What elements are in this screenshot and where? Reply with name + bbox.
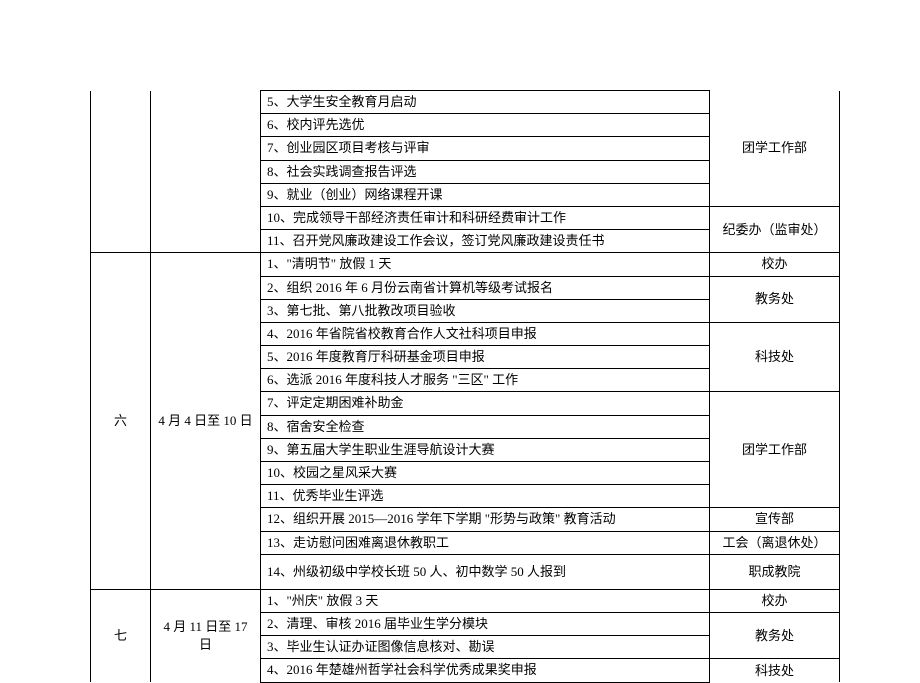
task-cell: 11、召开党风廉政建设工作会议，签订党风廉政建设责任书 [261,230,710,253]
table-row: 七4 月 11 日至 17 日1、"州庆" 放假 3 天校办 [91,589,840,612]
task-cell: 8、宿舍安全检查 [261,415,710,438]
task-cell: 4、2016 年楚雄州哲学社会科学优秀成果奖申报 [261,659,710,682]
table-row: 六4 月 4 日至 10 日1、"清明节" 放假 1 天校办 [91,253,840,276]
task-cell: 4、2016 年省院省校教育合作人文社科项目申报 [261,322,710,345]
date-cell: 4 月 11 日至 17 日 [151,589,261,682]
task-cell: 1、"清明节" 放假 1 天 [261,253,710,276]
dept-cell: 工会（离退休处） [710,531,840,554]
week-cell [91,91,151,253]
date-cell [151,91,261,253]
task-cell: 1、"州庆" 放假 3 天 [261,589,710,612]
dept-cell: 科技处 [710,659,840,682]
task-cell: 5、2016 年度教育厅科研基金项目申报 [261,346,710,369]
week-cell: 六 [91,253,151,589]
task-cell: 10、校园之星风采大赛 [261,462,710,485]
table-row: 5、大学生安全教育月启动团学工作部 [91,91,840,114]
task-cell: 14、州级初级中学校长班 50 人、初中数学 50 人报到 [261,554,710,589]
task-cell: 11、优秀毕业生评选 [261,485,710,508]
task-cell: 6、校内评先选优 [261,114,710,137]
week-cell: 七 [91,589,151,682]
task-cell: 10、完成领导干部经济责任审计和科研经费审计工作 [261,206,710,229]
dept-cell: 纪委办（监审处） [710,206,840,252]
dept-cell: 宣传部 [710,508,840,531]
task-cell: 3、毕业生认证办证图像信息核对、勘误 [261,636,710,659]
task-cell: 7、创业园区项目考核与评审 [261,137,710,160]
dept-cell: 职成教院 [710,554,840,589]
dept-cell: 团学工作部 [710,392,840,508]
dept-cell: 教务处 [710,612,840,658]
date-cell: 4 月 4 日至 10 日 [151,253,261,589]
schedule-table: 5、大学生安全教育月启动团学工作部6、校内评先选优7、创业园区项目考核与评审8、… [90,90,840,683]
task-cell: 2、组织 2016 年 6 月份云南省计算机等级考试报名 [261,276,710,299]
task-cell: 9、第五届大学生职业生涯导航设计大赛 [261,438,710,461]
task-cell: 8、社会实践调查报告评选 [261,160,710,183]
task-cell: 12、组织开展 2015—2016 学年下学期 "形势与政策" 教育活动 [261,508,710,531]
dept-cell: 校办 [710,589,840,612]
task-cell: 6、选派 2016 年度科技人才服务 "三区" 工作 [261,369,710,392]
task-cell: 3、第七批、第八批教改项目验收 [261,299,710,322]
dept-cell: 校办 [710,253,840,276]
task-cell: 2、清理、审核 2016 届毕业生学分模块 [261,612,710,635]
task-cell: 7、评定定期困难补助金 [261,392,710,415]
task-cell: 9、就业（创业）网络课程开课 [261,183,710,206]
dept-cell: 教务处 [710,276,840,322]
dept-cell: 团学工作部 [710,91,840,207]
task-cell: 13、走访慰问困难离退休教职工 [261,531,710,554]
dept-cell: 科技处 [710,322,840,392]
task-cell: 5、大学生安全教育月启动 [261,91,710,114]
